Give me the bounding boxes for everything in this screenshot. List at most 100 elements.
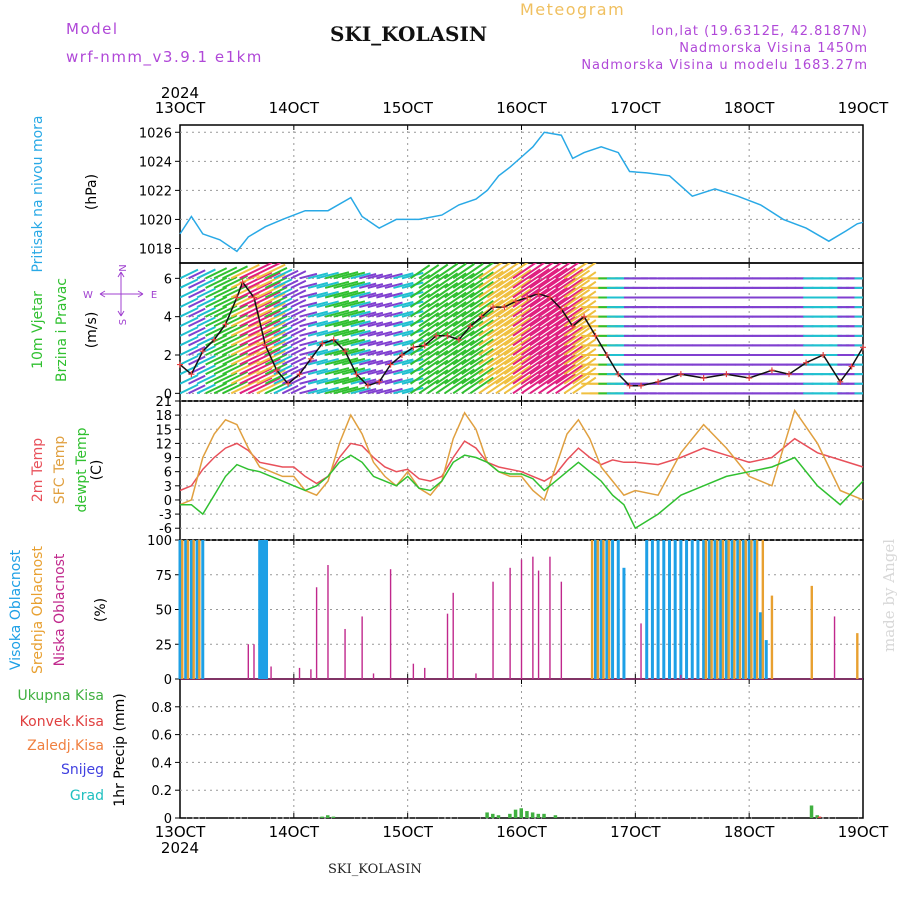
cloud-high-bar xyxy=(195,540,199,679)
wind-barb xyxy=(393,339,414,347)
wind-barb xyxy=(239,329,273,347)
year-label-top: 2024 xyxy=(161,84,199,102)
wind-barb xyxy=(520,263,546,280)
wind-barb xyxy=(264,324,288,337)
wind-barb xyxy=(444,291,467,308)
wind-barb xyxy=(359,388,377,395)
wind-barb xyxy=(239,367,273,385)
wind-barb xyxy=(359,378,377,385)
wind-barb xyxy=(180,268,199,280)
precip-total-bar xyxy=(331,816,336,818)
wind-barb xyxy=(444,301,467,318)
cloud-mid-bar xyxy=(770,595,774,679)
wind-barb xyxy=(247,271,281,289)
wind-barb xyxy=(188,317,206,328)
wind-barb xyxy=(333,290,359,299)
cloud-high-bar xyxy=(260,540,264,679)
wind-barb xyxy=(452,272,475,289)
wind-barb xyxy=(188,298,206,308)
wind-barb xyxy=(512,326,541,347)
wind-barb xyxy=(324,357,350,366)
wind-barb xyxy=(503,297,532,318)
wind-barb xyxy=(512,268,541,289)
wind-barb xyxy=(307,291,329,299)
cloud-high-bar xyxy=(685,540,689,679)
cloud-mid-bar xyxy=(704,540,708,679)
wind-barb xyxy=(188,384,206,395)
wind-barb xyxy=(230,330,260,347)
wind-barb xyxy=(230,359,260,376)
precip-total-bar xyxy=(542,813,546,818)
wind-barb xyxy=(427,282,449,299)
cloud-low-bar xyxy=(361,616,363,679)
wind-barb xyxy=(546,325,576,347)
wind-barb xyxy=(563,298,591,318)
wind-barb xyxy=(538,267,568,289)
meteogram-title: Meteogram xyxy=(520,0,626,19)
wind-barb xyxy=(324,290,350,299)
wind-barb xyxy=(307,329,329,337)
wind-barb xyxy=(546,277,576,299)
wind-direction-mark xyxy=(199,348,206,355)
wind-barb xyxy=(435,329,459,347)
wind-barb xyxy=(282,289,299,299)
wind-barb xyxy=(427,369,449,385)
wind-barb xyxy=(239,376,273,395)
cloud-high-bar xyxy=(262,540,266,679)
wind-barb xyxy=(384,272,403,280)
wind-barb xyxy=(290,327,307,337)
x-tick-label-bottom: 18OCT xyxy=(724,823,775,841)
precip-grad-label: Grad xyxy=(70,788,104,804)
precip-conv-label: Konvek.Kisa xyxy=(20,714,104,730)
wind-barb xyxy=(520,296,550,318)
wind-barb xyxy=(376,273,393,280)
wind-barb xyxy=(486,307,514,328)
cloud-low-bar xyxy=(532,556,534,679)
wind-direction-mark xyxy=(592,332,599,339)
wind-direction-mark xyxy=(677,371,684,378)
wind-direction-mark xyxy=(603,352,610,358)
wind-barb xyxy=(239,357,273,376)
wind-barb xyxy=(495,263,521,280)
wind-barb xyxy=(572,338,597,356)
wind-barb xyxy=(359,349,377,356)
wind-barb xyxy=(546,334,576,356)
wind-barb xyxy=(572,263,597,280)
wind-barb xyxy=(256,340,286,356)
cloud-mid-bar xyxy=(750,540,753,679)
wind-barb xyxy=(478,318,504,337)
wind-barb xyxy=(435,291,459,308)
wind-direction-mark xyxy=(626,382,633,389)
wind-barb xyxy=(299,387,318,395)
wind-barb xyxy=(409,283,431,299)
wind-barb xyxy=(264,334,288,347)
wind-barb xyxy=(555,326,584,347)
x-tick-label-bottom: 17OCT xyxy=(610,823,661,841)
wind-barb xyxy=(230,311,260,328)
wind-barb xyxy=(341,329,366,337)
wind-barb xyxy=(427,330,449,347)
wind-barb xyxy=(563,269,591,289)
wind-barb xyxy=(520,363,550,385)
wind-barb xyxy=(503,269,532,289)
wind-direction-mark xyxy=(233,294,240,301)
wind-barb xyxy=(393,329,414,337)
wind-barb xyxy=(316,367,339,376)
wind-barb xyxy=(384,387,403,395)
cloud-high-bar xyxy=(201,540,205,679)
y-tick-label: -3 xyxy=(159,508,172,523)
wind-barb xyxy=(333,280,359,289)
wind-barb xyxy=(359,273,377,280)
wind-barb xyxy=(282,279,299,289)
wind-barb xyxy=(213,381,238,395)
wind-barb xyxy=(367,302,384,309)
wind-barb xyxy=(282,384,299,395)
wind-direction-mark xyxy=(319,340,326,347)
precip-total-bar xyxy=(553,815,558,818)
wind-barb xyxy=(307,320,329,328)
cloud-low-bar xyxy=(537,570,540,679)
y-tick-label: 15 xyxy=(155,423,172,438)
wind-barb xyxy=(418,292,440,308)
wind-barb xyxy=(196,326,216,337)
